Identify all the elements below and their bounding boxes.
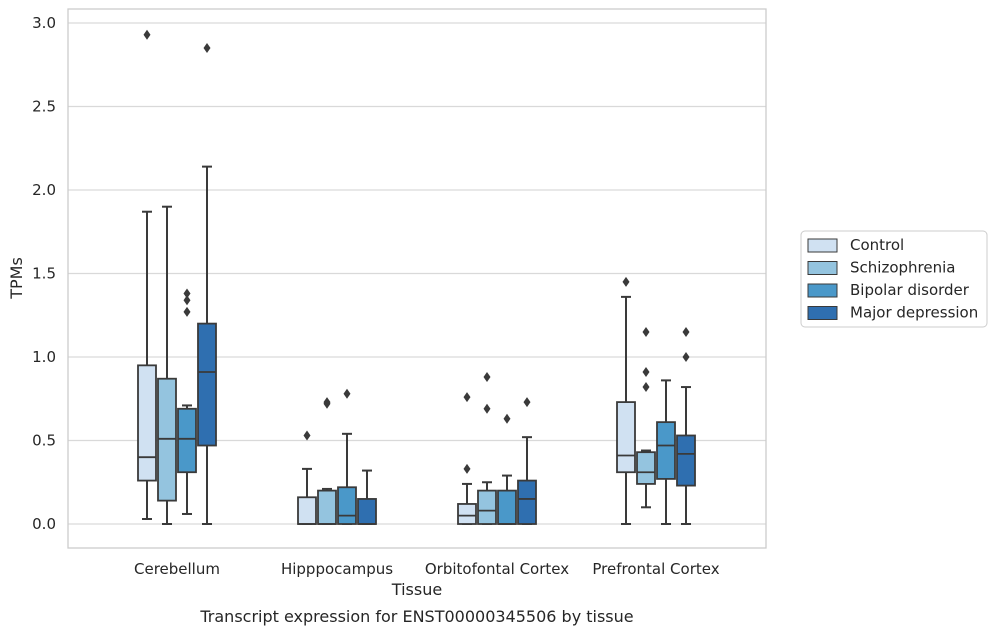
y-tick-label: 3.0 xyxy=(32,14,56,32)
outlier-point xyxy=(463,392,471,403)
x-tick-labels: Cerebellum Hipppocampus Orbitofontal Corte… xyxy=(134,560,720,578)
y-axis-label: TPMs xyxy=(7,257,26,300)
outlier-point xyxy=(483,372,491,383)
box-body xyxy=(616,401,636,474)
box xyxy=(457,392,477,525)
box-body xyxy=(357,498,377,525)
box xyxy=(157,205,177,525)
boxes xyxy=(137,29,696,525)
x-tick-label: Prefrontal Cortex xyxy=(592,560,719,578)
box-body xyxy=(177,407,197,474)
box-body xyxy=(517,479,537,525)
x-tick-label: Orbitofontal Cortex xyxy=(425,560,569,578)
box-body xyxy=(337,486,357,525)
outlier-point xyxy=(343,388,351,399)
outlier-point xyxy=(682,326,690,337)
box xyxy=(636,326,656,509)
chart-caption: Transcript expression for ENST0000034550… xyxy=(199,607,633,626)
y-tick-label: 1.5 xyxy=(32,265,56,283)
legend: Control Schizophrenia Bipolar disorder Majo… xyxy=(800,230,988,328)
y-tick-label: 2.0 xyxy=(32,181,56,199)
outlier-point xyxy=(183,288,191,299)
box xyxy=(656,379,676,525)
legend-label: Bipolar disorder xyxy=(850,281,970,299)
outlier-point xyxy=(323,397,331,408)
box-body xyxy=(676,434,696,487)
box-body xyxy=(297,496,317,525)
plot-frame xyxy=(67,8,767,549)
outlier-point xyxy=(622,276,630,287)
legend-swatch xyxy=(807,261,838,275)
legend-swatch xyxy=(807,306,838,320)
legend-swatch xyxy=(807,283,838,298)
box xyxy=(497,413,517,525)
box xyxy=(137,29,157,520)
y-tick-label: 0.5 xyxy=(32,432,56,450)
box-body xyxy=(497,489,517,525)
box-body xyxy=(197,322,217,447)
outlier-point xyxy=(642,382,650,393)
box xyxy=(177,288,197,515)
box xyxy=(357,469,377,525)
box xyxy=(676,326,696,525)
box xyxy=(477,372,497,525)
box-body xyxy=(636,451,656,485)
outlier-point xyxy=(183,306,191,317)
x-axis-label: Tissue xyxy=(391,580,442,599)
y-tick-labels: 0.0 0.5 1.0 1.5 2.0 2.5 3.0 xyxy=(32,14,56,533)
box-body xyxy=(477,489,497,525)
y-tick-label: 2.5 xyxy=(32,98,56,116)
outlier-point xyxy=(523,397,531,408)
outlier-point xyxy=(682,352,690,362)
outlier-point xyxy=(463,463,471,474)
box-body xyxy=(656,421,676,480)
y-tick-label: 0.0 xyxy=(32,515,56,533)
box-body xyxy=(317,489,337,525)
box xyxy=(297,430,317,525)
legend-frame xyxy=(800,230,988,328)
outlier-point xyxy=(203,43,211,54)
box xyxy=(197,43,217,525)
outlier-point xyxy=(143,29,151,40)
outlier-point xyxy=(303,430,311,441)
box-body xyxy=(457,503,477,525)
y-tick-label: 1.0 xyxy=(32,348,56,366)
box xyxy=(337,388,357,525)
box-body xyxy=(137,364,157,482)
outlier-point xyxy=(483,403,491,414)
legend-label: Control xyxy=(850,236,904,254)
outlier-point xyxy=(503,413,511,424)
legend-swatch xyxy=(807,238,838,253)
outlier-point xyxy=(642,367,650,378)
outlier-point xyxy=(642,326,650,337)
outlier-point xyxy=(183,295,191,306)
legend-label: Schizophrenia xyxy=(850,259,955,277)
box xyxy=(517,397,537,525)
box xyxy=(616,276,636,525)
x-tick-label: Cerebellum xyxy=(134,560,220,578)
x-tick-label: Hipppocampus xyxy=(281,560,393,578)
legend-label: Major depression xyxy=(850,304,978,322)
box xyxy=(317,397,337,525)
